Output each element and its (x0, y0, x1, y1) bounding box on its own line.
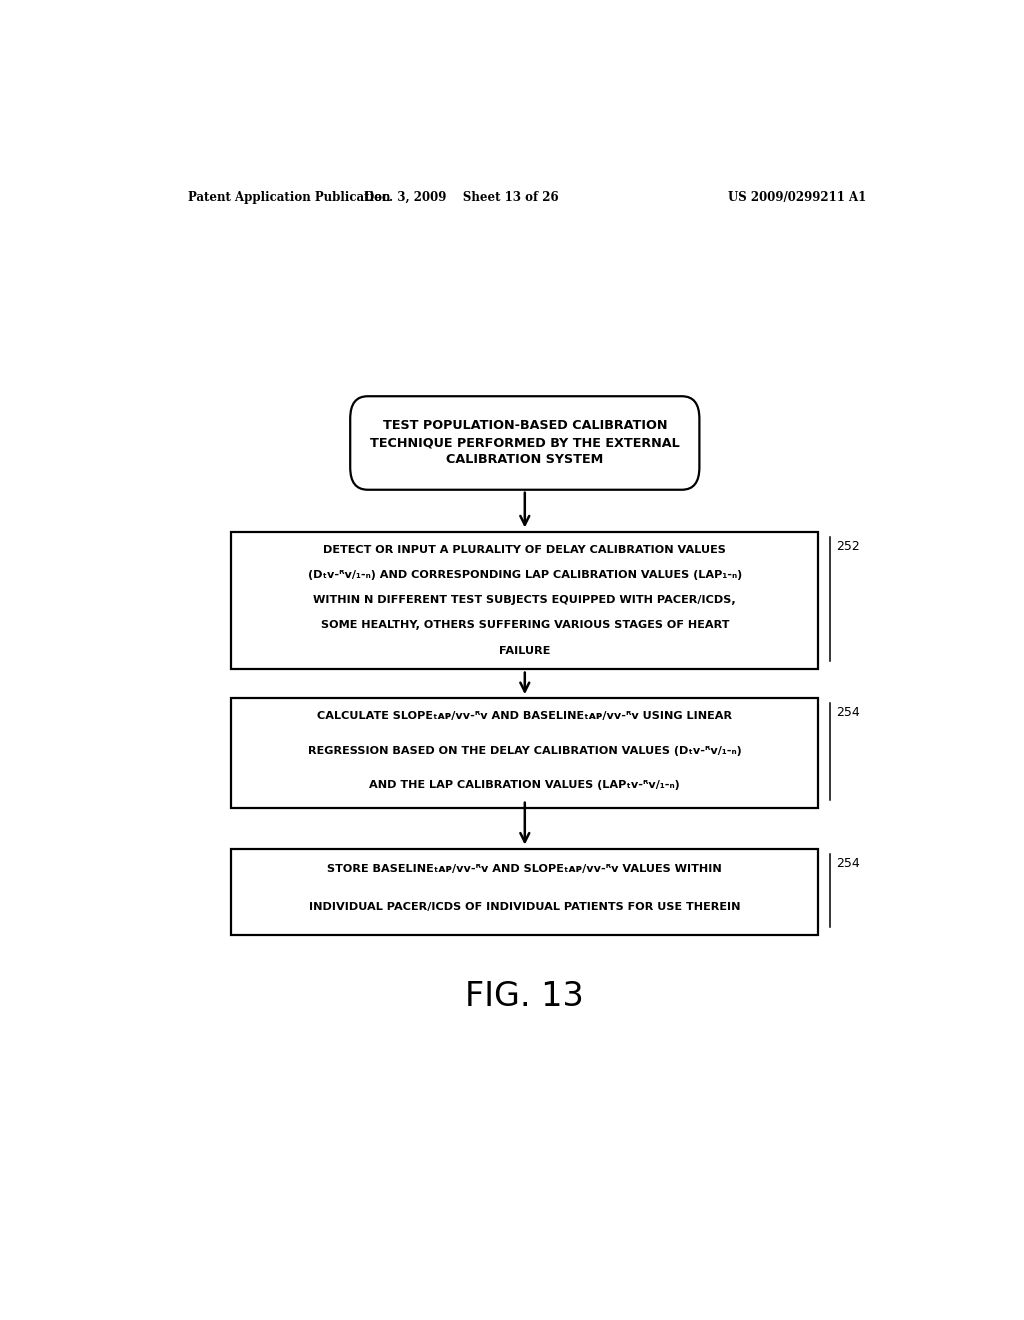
FancyBboxPatch shape (231, 698, 818, 808)
Text: 254: 254 (836, 857, 859, 870)
Text: Patent Application Publication: Patent Application Publication (187, 190, 390, 203)
Text: SOME HEALTHY, OTHERS SUFFERING VARIOUS STAGES OF HEART: SOME HEALTHY, OTHERS SUFFERING VARIOUS S… (321, 620, 729, 631)
Text: FAILURE: FAILURE (499, 645, 551, 656)
Text: DETECT OR INPUT A PLURALITY OF DELAY CALIBRATION VALUES: DETECT OR INPUT A PLURALITY OF DELAY CAL… (324, 545, 726, 556)
Text: 252: 252 (836, 540, 859, 553)
Text: FIG. 13: FIG. 13 (466, 981, 584, 1014)
Text: US 2009/0299211 A1: US 2009/0299211 A1 (728, 190, 866, 203)
Text: INDIVIDUAL PACER/ICDS OF INDIVIDUAL PATIENTS FOR USE THEREIN: INDIVIDUAL PACER/ICDS OF INDIVIDUAL PATI… (309, 902, 740, 912)
Text: CALCULATE SLOPEₜᴀᴘ/ᴠᴠ-ᴿᴠ AND BASELINEₜᴀᴘ/ᴠᴠ-ᴿᴠ USING LINEAR: CALCULATE SLOPEₜᴀᴘ/ᴠᴠ-ᴿᴠ AND BASELINEₜᴀᴘ… (317, 711, 732, 722)
Text: AND THE LAP CALIBRATION VALUES (LAPₜᴠ-ᴿᴠ/₁-ₙ): AND THE LAP CALIBRATION VALUES (LAPₜᴠ-ᴿᴠ… (370, 780, 680, 789)
Text: REGRESSION BASED ON THE DELAY CALIBRATION VALUES (Dₜᴠ-ᴿᴠ/₁-ₙ): REGRESSION BASED ON THE DELAY CALIBRATIO… (308, 746, 741, 755)
Text: (Dₜᴠ-ᴿᴠ/₁-ₙ) AND CORRESPONDING LAP CALIBRATION VALUES (LAP₁-ₙ): (Dₜᴠ-ᴿᴠ/₁-ₙ) AND CORRESPONDING LAP CALIB… (307, 570, 742, 581)
Text: WITHIN N DIFFERENT TEST SUBJECTS EQUIPPED WITH PACER/ICDS,: WITHIN N DIFFERENT TEST SUBJECTS EQUIPPE… (313, 595, 736, 606)
FancyBboxPatch shape (231, 532, 818, 669)
Text: Dec. 3, 2009    Sheet 13 of 26: Dec. 3, 2009 Sheet 13 of 26 (364, 190, 559, 203)
FancyBboxPatch shape (350, 396, 699, 490)
Text: STORE BASELINEₜᴀᴘ/ᴠᴠ-ᴿᴠ AND SLOPEₜᴀᴘ/ᴠᴠ-ᴿᴠ VALUES WITHIN: STORE BASELINEₜᴀᴘ/ᴠᴠ-ᴿᴠ AND SLOPEₜᴀᴘ/ᴠᴠ-… (328, 865, 722, 874)
FancyBboxPatch shape (231, 849, 818, 936)
Text: TEST POPULATION-BASED CALIBRATION
TECHNIQUE PERFORMED BY THE EXTERNAL
CALIBRATIO: TEST POPULATION-BASED CALIBRATION TECHNI… (370, 420, 680, 466)
Text: 254: 254 (836, 706, 859, 719)
